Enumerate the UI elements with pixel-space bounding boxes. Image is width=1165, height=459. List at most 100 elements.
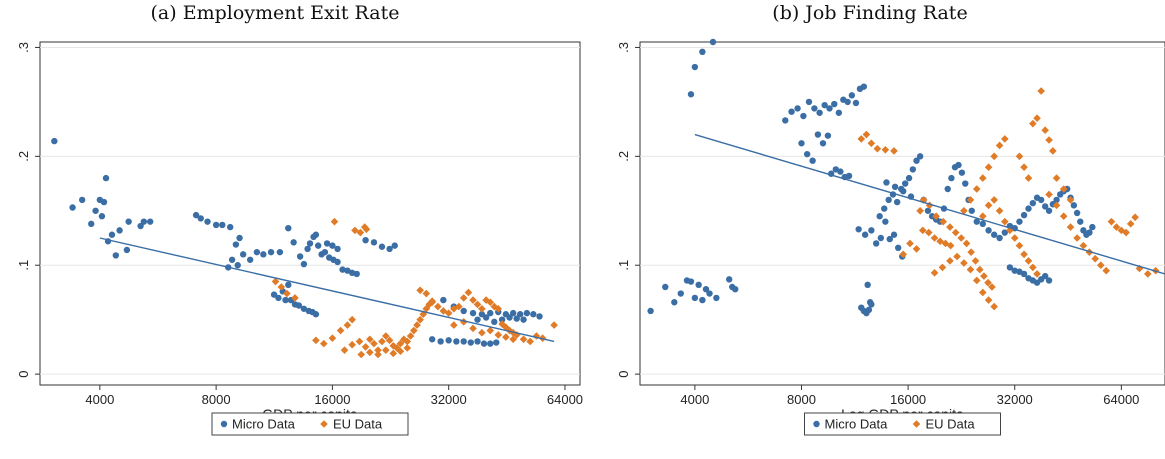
data-point	[428, 336, 436, 343]
data-point	[92, 207, 99, 214]
fit-line	[99, 237, 555, 343]
data-point	[831, 100, 838, 108]
data-point	[932, 212, 940, 221]
legend-micro-marker	[813, 420, 820, 428]
data-point	[1001, 135, 1009, 143]
data-point	[464, 288, 473, 297]
data-point	[862, 130, 871, 139]
data-point	[868, 227, 875, 234]
data-point	[362, 236, 369, 244]
data-point	[814, 131, 822, 138]
data-point	[1059, 212, 1068, 221]
data-point	[984, 163, 993, 172]
data-point	[260, 251, 267, 258]
data-point	[440, 296, 447, 304]
data-point	[366, 348, 374, 357]
data-point	[512, 331, 521, 339]
data-point	[300, 305, 308, 312]
data-point	[1037, 196, 1045, 204]
data-point	[478, 304, 486, 313]
data-point	[966, 265, 975, 274]
data-point	[826, 105, 833, 112]
data-point	[460, 338, 467, 345]
data-point	[413, 321, 421, 329]
data-point	[886, 235, 893, 243]
data-point	[852, 99, 860, 107]
data-point	[192, 211, 200, 219]
data-point	[885, 196, 892, 204]
data-point	[988, 283, 996, 291]
data-point	[526, 337, 534, 346]
data-point	[877, 234, 885, 242]
data-point	[1029, 199, 1037, 207]
data-point	[1086, 229, 1093, 236]
data-point	[236, 234, 243, 242]
data-point	[1097, 261, 1105, 270]
data-point	[339, 266, 346, 273]
data-point	[509, 335, 517, 344]
data-point	[725, 276, 733, 283]
data-point	[125, 218, 132, 225]
data-point	[416, 286, 424, 295]
data-point	[361, 343, 370, 351]
data-point	[1073, 234, 1081, 242]
data-point	[990, 196, 998, 204]
data-point	[108, 231, 116, 238]
data-point	[848, 92, 856, 99]
data-point	[894, 244, 902, 251]
data-point	[486, 298, 495, 307]
data-point	[502, 323, 510, 332]
data-point	[300, 260, 308, 268]
data-point	[444, 309, 453, 317]
data-point	[944, 185, 951, 193]
data-point	[844, 98, 851, 106]
data-point	[803, 150, 811, 158]
data-point	[467, 339, 474, 346]
data-point	[502, 333, 510, 341]
data-point	[197, 215, 204, 222]
data-point	[816, 109, 823, 116]
data-point	[687, 91, 695, 98]
data-point	[123, 246, 131, 254]
data-point	[453, 338, 460, 345]
data-point	[69, 204, 76, 211]
data-point	[277, 283, 286, 291]
data-point	[212, 221, 220, 229]
x-tick-label: 32000	[431, 392, 467, 407]
data-point	[469, 324, 477, 333]
data-point	[291, 294, 299, 302]
y-tick-label: .3	[16, 42, 31, 53]
data-point	[960, 259, 968, 267]
y-tick-label: .3	[616, 42, 631, 53]
legend: Micro Data EU Data	[211, 412, 409, 436]
data-point	[782, 117, 789, 124]
data-point	[389, 342, 398, 350]
data-point	[378, 243, 386, 250]
data-point	[445, 337, 452, 344]
data-point	[906, 239, 914, 248]
data-point	[100, 198, 108, 206]
data-point	[374, 350, 382, 359]
data-point	[304, 245, 311, 253]
data-point	[474, 338, 481, 345]
data-point	[276, 248, 284, 256]
data-point	[881, 146, 890, 154]
data-point	[1024, 174, 1033, 182]
data-point	[1122, 228, 1130, 237]
legend-eu-marker	[912, 420, 921, 428]
data-point	[1033, 270, 1041, 278]
data-point	[1029, 119, 1037, 128]
data-point	[916, 206, 924, 215]
data-point	[428, 298, 436, 307]
y-tick-label: 0	[616, 370, 631, 377]
data-point	[960, 206, 968, 215]
data-point	[899, 250, 908, 259]
data-point	[691, 294, 699, 302]
x-tick-label: 64000	[1103, 392, 1139, 407]
data-point	[1041, 126, 1049, 134]
legend-micro-label: Micro Data	[825, 417, 889, 432]
data-point	[872, 240, 880, 247]
data-point	[861, 231, 869, 238]
data-point	[930, 269, 939, 277]
